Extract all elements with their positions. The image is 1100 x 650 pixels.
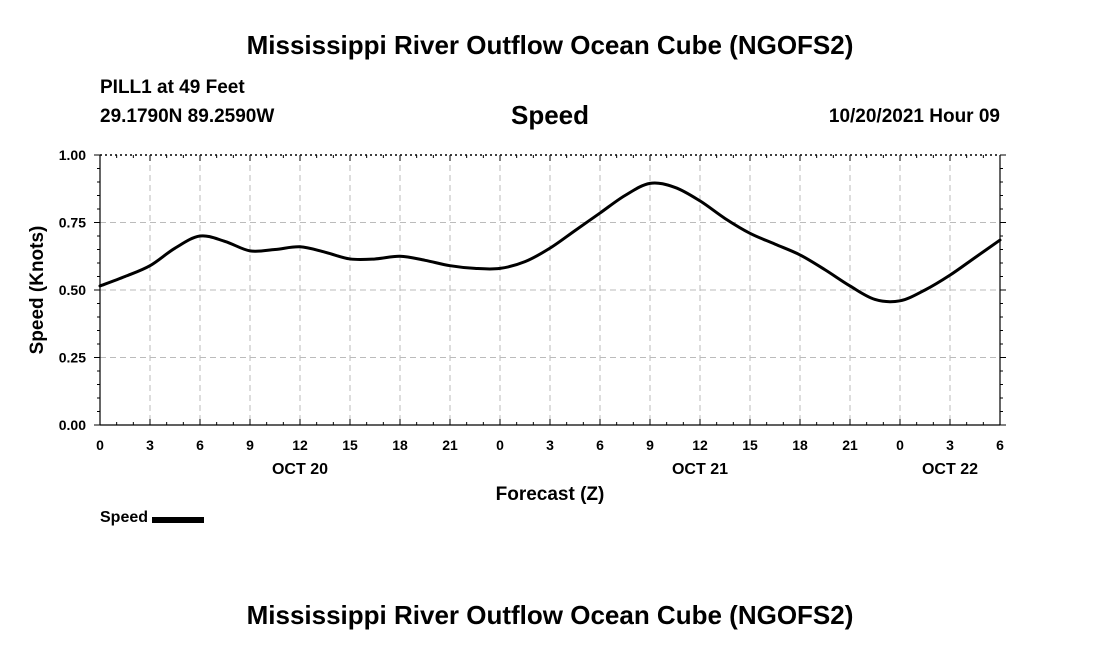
date-label: OCT 22 [922,461,978,478]
legend: Speed [100,509,205,527]
y-tick-label: 0.00 [59,417,86,433]
x-tick-label: 6 [196,437,204,453]
x-tick-label: 3 [146,437,154,453]
x-tick-label: 15 [742,437,758,453]
chart-main-title: Mississippi River Outflow Ocean Cube (NG… [246,30,854,60]
x-tick-label: 12 [692,437,708,453]
x-axis-label: Forecast (Z) [496,484,605,505]
date-label: OCT 21 [672,461,728,478]
x-tick-label: 6 [596,437,604,453]
x-tick-label: 21 [842,437,858,453]
forecast-datetime: 10/20/2021 Hour 09 [828,106,1000,127]
legend-swatch [152,516,205,523]
x-tick-label: 6 [996,437,1004,453]
x-tick-label: 9 [246,437,254,453]
y-axis-label: Speed (Knots) [27,226,48,355]
station-label: PILL1 at 49 Feet [100,77,245,98]
y-tick-label: 0.50 [59,282,86,298]
x-tick-label: 18 [792,437,808,453]
x-tick-label: 0 [896,437,904,453]
y-tick-label: 0.75 [59,215,86,231]
x-tick-label: 3 [946,437,954,453]
legend-label: Speed [100,509,149,526]
x-tick-label: 3 [546,437,554,453]
x-tick-label: 15 [342,437,358,453]
x-tick-label: 12 [292,437,308,453]
y-tick-label: 0.25 [59,350,86,366]
x-tick-label: 9 [646,437,654,453]
chart-subtitle: Speed [510,100,590,130]
chart-bottom-title: Mississippi River Outflow Ocean Cube (NG… [246,600,854,630]
speed-series-line [98,181,1002,304]
date-label: OCT 20 [272,461,328,478]
x-tick-label: 0 [96,437,104,453]
station-coordinates: 29.1790N 89.2590W [100,106,275,127]
x-tick-label: 18 [392,437,408,453]
x-tick-label: 21 [442,437,458,453]
x-tick-label: 0 [496,437,504,453]
y-tick-label: 1.00 [59,147,86,163]
